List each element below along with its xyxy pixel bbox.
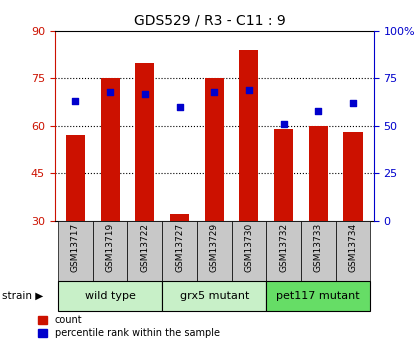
Point [142, 91, 148, 97]
Point [176, 104, 183, 110]
Point [246, 87, 252, 92]
Text: GSM13722: GSM13722 [140, 223, 149, 272]
Bar [239, 50, 258, 221]
Bar [170, 215, 189, 221]
Bar [58, 221, 93, 281]
Text: wild type: wild type [85, 291, 136, 301]
Bar [135, 63, 155, 221]
Bar [344, 132, 362, 221]
Bar [309, 126, 328, 221]
Text: pet117 mutant: pet117 mutant [276, 291, 360, 301]
Point [72, 99, 79, 104]
Bar [301, 221, 336, 281]
Bar [100, 79, 120, 221]
Bar [336, 221, 370, 281]
Text: GSM13729: GSM13729 [210, 223, 219, 272]
Bar [93, 221, 127, 281]
Bar [205, 79, 224, 221]
Point [107, 89, 113, 95]
Text: GSM13732: GSM13732 [279, 223, 288, 272]
Bar [66, 136, 85, 221]
Text: GSM13734: GSM13734 [349, 223, 357, 272]
Bar [58, 281, 162, 310]
Bar [274, 129, 293, 221]
Bar [162, 221, 197, 281]
Point [315, 108, 322, 114]
Text: GSM13730: GSM13730 [244, 223, 253, 273]
Text: strain ▶: strain ▶ [2, 291, 43, 301]
Bar [197, 221, 231, 281]
Text: GSM13727: GSM13727 [175, 223, 184, 272]
Bar [231, 221, 266, 281]
Point [280, 121, 287, 127]
Point [349, 100, 356, 106]
Bar [127, 221, 162, 281]
Text: GSM13717: GSM13717 [71, 223, 80, 273]
Text: GSM13719: GSM13719 [105, 223, 115, 273]
Bar [266, 221, 301, 281]
Text: GSM13733: GSM13733 [314, 223, 323, 273]
Bar [162, 281, 266, 310]
Text: grx5 mutant: grx5 mutant [179, 291, 249, 301]
Point [211, 89, 218, 95]
Text: GDS529 / R3 - C11 : 9: GDS529 / R3 - C11 : 9 [134, 14, 286, 28]
Bar [266, 281, 370, 310]
Legend: count, percentile rank within the sample: count, percentile rank within the sample [39, 315, 220, 338]
